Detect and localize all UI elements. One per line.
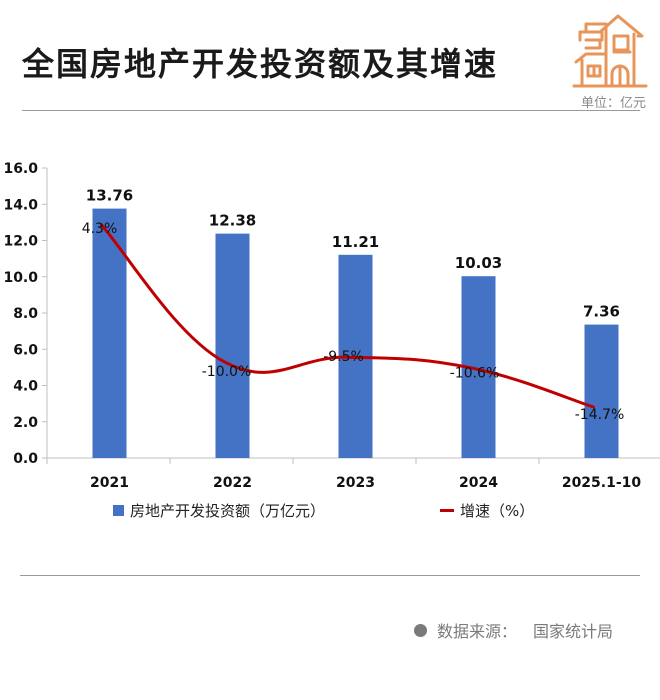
bar-value-label: 12.38 [209,212,256,230]
y-tick-label: 12.0 [3,234,38,250]
growth-value-label: -10.0% [202,364,252,380]
growth-value-label: -9.5% [323,349,364,365]
y-tick-label: 0.0 [13,451,38,467]
footer-divider [20,575,640,576]
growth-value-label: -10.6% [450,366,500,382]
bar-swatch-icon [113,505,124,516]
source-label: 数据来源： [437,622,518,641]
bar[interactable] [215,233,250,458]
legend-item-growth[interactable]: 增速（%） [440,500,534,521]
data-source: 数据来源： 国家统计局 [414,618,613,642]
bar-value-label: 11.21 [332,233,379,251]
page-title: 全国房地产开发投资额及其增速 [22,45,499,83]
x-tick-label: 2023 [336,475,375,491]
y-tick-label: 8.0 [13,306,38,322]
unit-label: 单位：亿元 [580,96,646,111]
header-divider [22,110,640,111]
chart-legend: 房地产开发投资额（万亿元） 增速（%） [0,500,660,524]
bullet-icon [414,623,427,637]
source-value: 国家统计局 [533,622,614,641]
bar[interactable] [92,208,127,458]
y-tick-label: 14.0 [3,197,38,213]
y-tick-label: 16.0 [3,161,38,177]
bar-value-label: 7.36 [583,303,620,321]
legend-label-growth: 增速（%） [460,502,535,520]
bar-value-label: 13.76 [86,187,133,205]
y-tick-label: 6.0 [13,342,38,358]
x-tick-label: 2021 [90,475,129,491]
house-icon [572,14,648,88]
y-tick-label: 10.0 [3,270,38,286]
legend-label-investment: 房地产开发投资额（万亿元） [130,502,326,520]
growth-value-label: -14.7% [575,407,625,423]
x-tick-label: 2025.1-10 [562,475,642,491]
bar-value-label: 10.03 [455,254,502,272]
x-tick-label: 2024 [459,475,498,491]
line-swatch-icon [440,509,454,512]
growth-value-label: 4.3% [82,221,118,237]
y-tick-label: 2.0 [13,415,38,431]
bar[interactable] [584,324,619,458]
y-tick-label: 4.0 [13,379,38,395]
x-tick-label: 2022 [213,475,252,491]
legend-item-investment[interactable]: 房地产开发投资额（万亿元） [113,500,325,521]
growth-line[interactable] [100,223,595,409]
